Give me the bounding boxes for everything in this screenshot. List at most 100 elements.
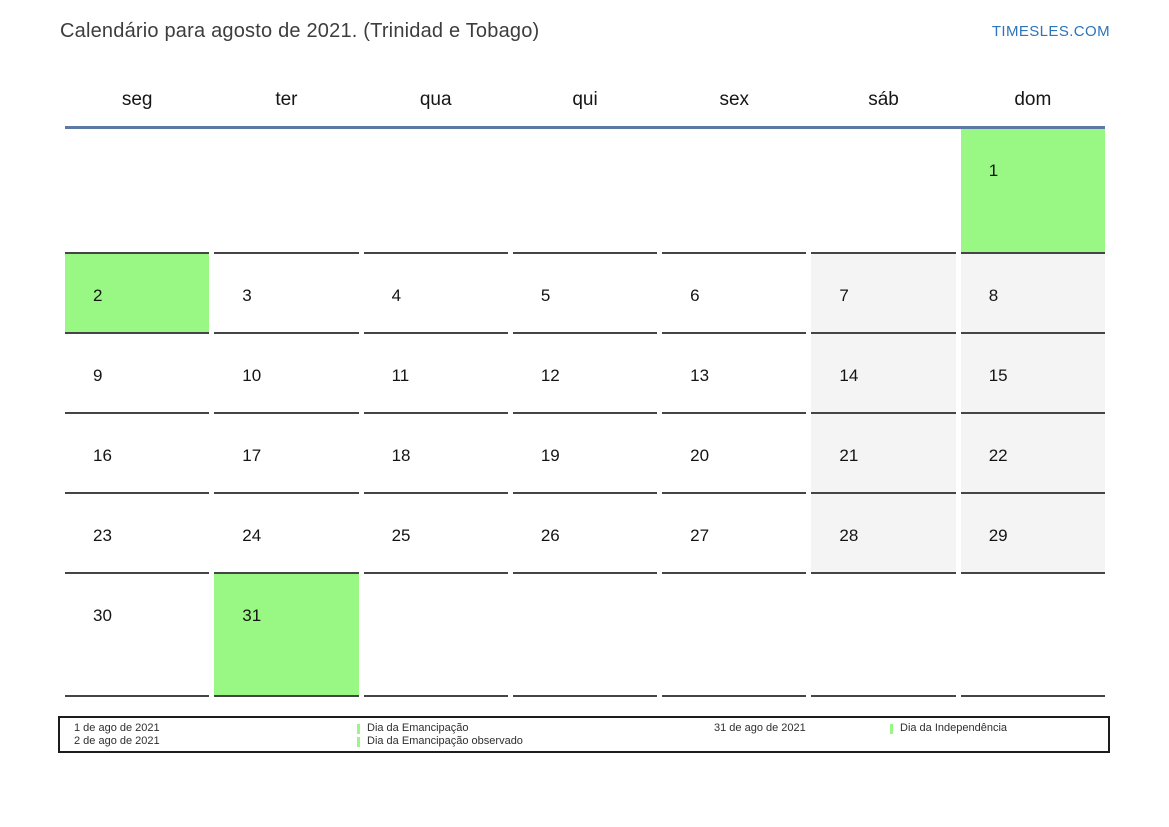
page-title: Calendário para agosto de 2021. (Trinida… <box>60 20 540 42</box>
day-cell-31: 31 <box>214 574 359 697</box>
day-cell-28: 28 <box>811 494 956 574</box>
day-number: 6 <box>690 286 700 305</box>
day-cell-24: 24 <box>214 494 359 574</box>
weekday-label-dom: dom <box>1014 89 1052 110</box>
day-number: 7 <box>839 286 849 305</box>
legend-dates-column: 1 de ago de 2021 2 de ago de 2021 <box>74 722 357 751</box>
day-cell-7: 7 <box>811 254 956 334</box>
day-cell-18: 18 <box>363 414 508 494</box>
day-cell-14: 14 <box>811 334 956 414</box>
day-number: 11 <box>391 366 410 385</box>
legend-holiday-name: Dia da Emancipação <box>367 722 469 734</box>
holiday-color-bar-icon <box>357 736 360 747</box>
day-cell-9: 9 <box>65 334 210 414</box>
calendar-grid: 1 2 3 4 5 6 7 8 9 10 11 12 13 14 15 16 17 18 19 20 21 22 23 24 2… <box>65 129 1105 697</box>
day-cell-20: 20 <box>662 414 807 494</box>
day-number: 4 <box>391 286 402 305</box>
day-cell-16: 16 <box>65 414 210 494</box>
legend-date: 1 de ago de 2021 <box>74 722 160 734</box>
day-cell-empty <box>811 574 956 697</box>
day-cell-1: 1 <box>960 129 1105 254</box>
day-cell-17: 17 <box>214 414 359 494</box>
day-cell-26: 26 <box>512 494 658 574</box>
weekday-label-qui: qui <box>572 89 598 110</box>
legend-holiday-name: Dia da Independência <box>900 722 1008 734</box>
day-cell-19: 19 <box>512 414 658 494</box>
day-cell-8: 8 <box>960 254 1105 334</box>
day-cell-empty <box>811 129 956 254</box>
day-number: 18 <box>391 446 411 465</box>
weekday-label-qua: qua <box>419 89 452 110</box>
day-number: 24 <box>242 526 262 545</box>
day-cell-empty <box>960 574 1105 697</box>
day-cell-27: 27 <box>662 494 807 574</box>
day-number: 15 <box>988 366 1008 385</box>
day-cell-15: 15 <box>960 334 1105 414</box>
day-cell-21: 21 <box>811 414 956 494</box>
day-cell-empty <box>363 129 508 254</box>
day-cell-29: 29 <box>960 494 1105 574</box>
day-number: 8 <box>988 286 999 305</box>
legend-date: 31 de ago de 2021 <box>714 722 806 734</box>
day-number: 1 <box>988 161 999 180</box>
day-number: 19 <box>540 446 560 465</box>
day-cell-empty <box>512 129 658 254</box>
day-number: 17 <box>242 446 262 465</box>
weekday-label-sab: sáb <box>868 89 899 110</box>
top-bar: Calendário para agosto de 2021. (Trinida… <box>0 0 1169 43</box>
legend-dates-column-2: 31 de ago de 2021 <box>714 722 890 751</box>
day-cell-25: 25 <box>363 494 508 574</box>
day-cell-2: 2 <box>65 254 210 334</box>
day-number: 23 <box>93 526 112 545</box>
day-number: 29 <box>988 526 1008 545</box>
calendar: seg ter qua qui sex sáb dom 1 2 3 4 5 6 7 8 9 10 1… <box>65 74 1105 697</box>
day-number: 27 <box>690 526 710 545</box>
day-cell-6: 6 <box>662 254 807 334</box>
day-number: 20 <box>690 446 710 465</box>
day-cell-30: 30 <box>65 574 210 697</box>
legend-date: 2 de ago de 2021 <box>74 735 160 747</box>
weekday-header-row: seg ter qua qui sex sáb dom <box>65 74 1105 129</box>
day-cell-23: 23 <box>65 494 210 574</box>
legend-item: Dia da Emancipação <box>357 722 714 735</box>
legend-names-column-2: Dia da Independência <box>890 722 1108 751</box>
day-cell-4: 4 <box>363 254 508 334</box>
brand-link[interactable]: TIMESLES.COM <box>991 23 1110 40</box>
day-cell-12: 12 <box>512 334 658 414</box>
day-cell-22: 22 <box>960 414 1105 494</box>
day-number: 3 <box>242 286 252 305</box>
day-number: 2 <box>93 286 103 305</box>
day-number: 5 <box>540 286 551 305</box>
day-cell-empty <box>662 574 807 697</box>
holiday-color-bar-icon <box>357 723 360 734</box>
legend-names-column: Dia da Emancipação Dia da Emancipação ob… <box>357 722 714 751</box>
day-cell-empty <box>214 129 359 254</box>
day-cell-empty <box>512 574 658 697</box>
day-number: 28 <box>839 526 859 545</box>
day-number: 26 <box>540 526 560 545</box>
holiday-color-bar-icon <box>890 723 893 734</box>
day-cell-5: 5 <box>512 254 658 334</box>
day-number: 16 <box>93 446 112 465</box>
day-cell-13: 13 <box>662 334 807 414</box>
day-cell-10: 10 <box>214 334 359 414</box>
day-number: 22 <box>988 446 1008 465</box>
day-number: 9 <box>93 366 103 385</box>
day-number: 21 <box>839 446 859 465</box>
legend-item: Dia da Independência <box>890 722 1108 735</box>
day-cell-empty <box>662 129 807 254</box>
legend-box: 1 de ago de 2021 2 de ago de 2021 Dia da… <box>58 716 1110 753</box>
day-cell-empty <box>65 129 210 254</box>
day-number: 14 <box>839 366 859 385</box>
weekday-label-seg: seg <box>121 89 153 110</box>
day-number: 12 <box>540 366 560 385</box>
day-number: 10 <box>242 366 262 385</box>
weekday-label-sex: sex <box>719 89 750 110</box>
weekday-label-ter: ter <box>275 89 298 110</box>
legend-item: Dia da Emancipação observado <box>357 735 714 748</box>
day-cell-11: 11 <box>363 334 508 414</box>
legend-holiday-name: Dia da Emancipação observado <box>367 735 523 747</box>
day-number: 13 <box>690 366 710 385</box>
day-number: 30 <box>93 606 112 625</box>
day-number: 25 <box>391 526 411 545</box>
